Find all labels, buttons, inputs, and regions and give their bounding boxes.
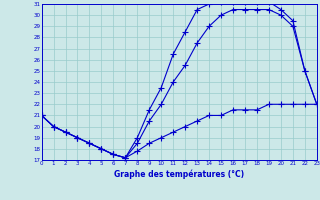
X-axis label: Graphe des températures (°C): Graphe des températures (°C) — [114, 169, 244, 179]
